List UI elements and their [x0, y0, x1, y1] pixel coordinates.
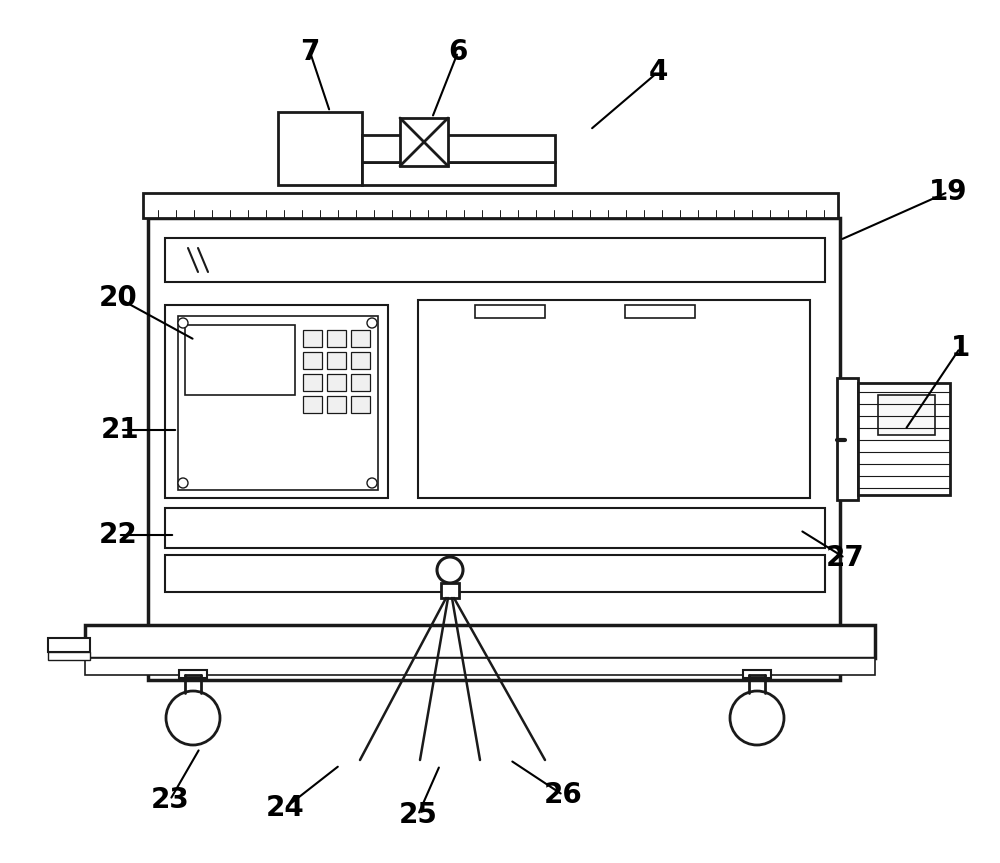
Bar	[178, 316, 378, 490]
Bar	[303, 330, 322, 347]
Text: 23: 23	[151, 786, 189, 814]
Bar	[185, 325, 295, 395]
Bar	[441, 583, 459, 598]
Bar	[303, 396, 322, 413]
Bar	[85, 625, 875, 658]
Circle shape	[166, 691, 220, 745]
Bar	[351, 396, 370, 413]
Bar	[303, 352, 322, 369]
Text: 27: 27	[826, 544, 864, 572]
Bar	[327, 352, 346, 369]
Bar	[179, 670, 207, 678]
Bar	[165, 305, 388, 498]
Circle shape	[730, 691, 784, 745]
Text: 4: 4	[648, 58, 668, 86]
Circle shape	[178, 478, 188, 488]
Bar	[165, 238, 825, 282]
Text: 7: 7	[300, 38, 320, 66]
Bar	[327, 374, 346, 391]
Bar	[743, 670, 771, 678]
Bar	[400, 118, 448, 166]
Bar	[837, 378, 858, 500]
Bar	[418, 300, 810, 498]
Bar	[327, 396, 346, 413]
Bar	[143, 193, 838, 218]
Bar	[165, 508, 825, 548]
Text: 25: 25	[399, 801, 437, 829]
Bar	[362, 162, 555, 185]
Text: 1: 1	[950, 334, 970, 362]
Bar	[351, 374, 370, 391]
Bar	[303, 374, 322, 391]
Bar	[351, 330, 370, 347]
Text: 24: 24	[266, 794, 304, 822]
Bar	[148, 218, 840, 680]
Bar	[48, 652, 90, 660]
Bar	[85, 658, 875, 675]
Bar	[48, 638, 90, 652]
Circle shape	[367, 318, 377, 328]
Circle shape	[437, 557, 463, 583]
Bar	[858, 383, 950, 495]
Text: 19: 19	[929, 178, 967, 206]
Circle shape	[178, 318, 188, 328]
Text: 6: 6	[448, 38, 468, 66]
Text: 21: 21	[101, 416, 139, 444]
Bar	[278, 112, 362, 185]
Text: 26: 26	[544, 781, 582, 809]
Bar	[351, 352, 370, 369]
Bar	[878, 395, 935, 435]
Bar	[165, 555, 825, 592]
Bar	[625, 305, 695, 318]
Bar	[475, 305, 545, 318]
Text: 20: 20	[99, 284, 137, 312]
Circle shape	[367, 478, 377, 488]
Bar	[362, 135, 555, 162]
Bar	[327, 330, 346, 347]
Text: 22: 22	[99, 521, 137, 549]
